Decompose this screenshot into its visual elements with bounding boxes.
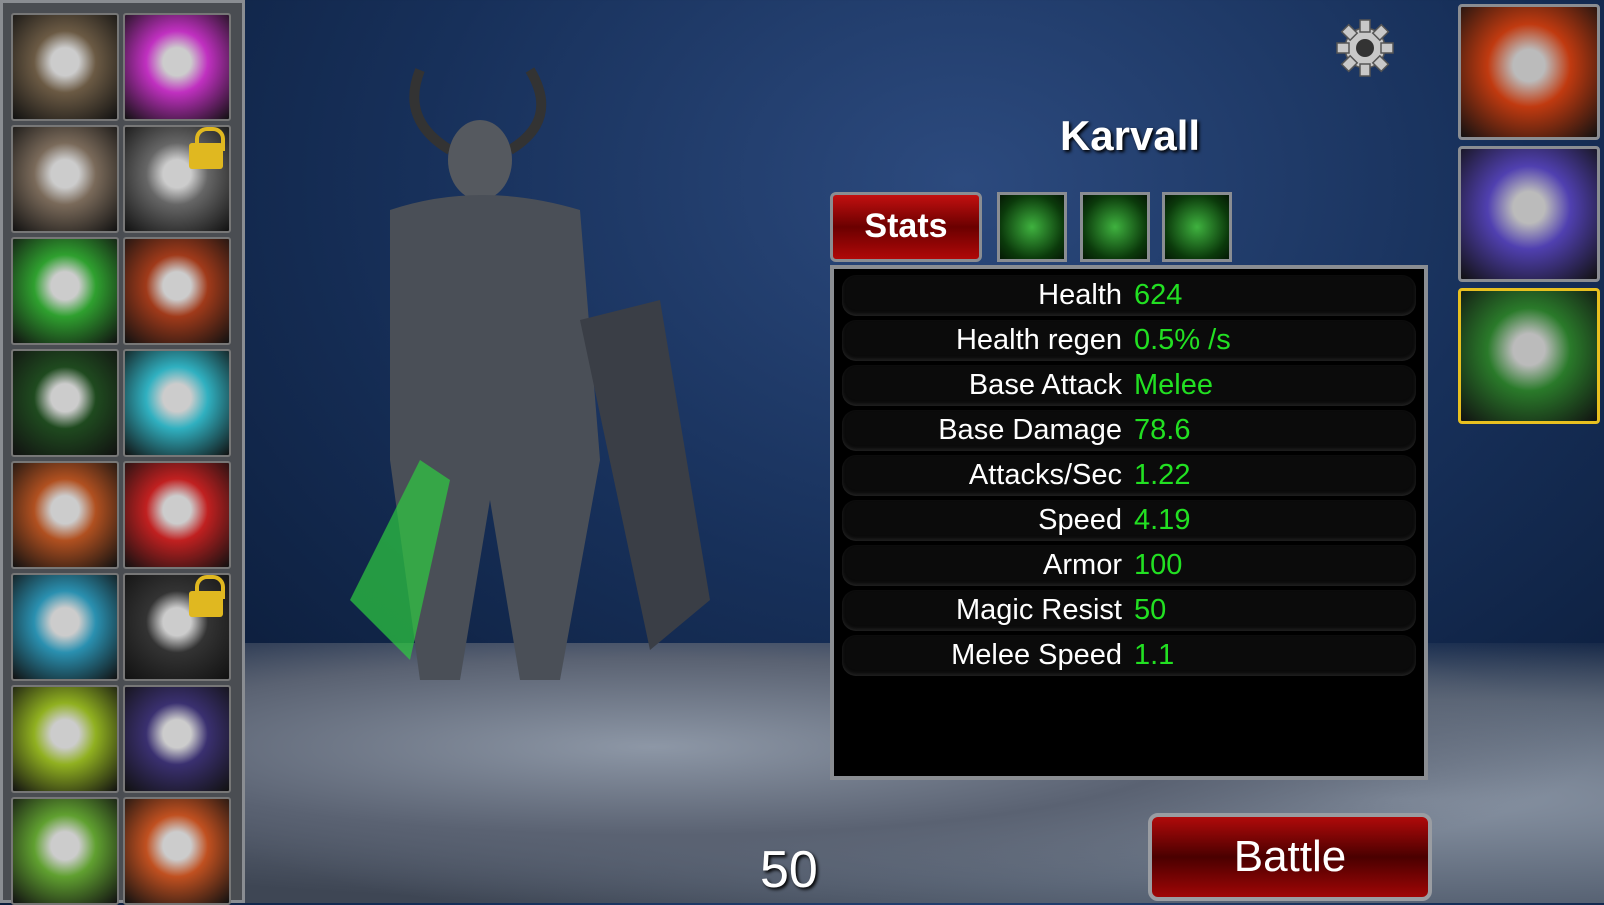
- team-slot[interactable]: [1458, 4, 1600, 140]
- stat-value: 4.19: [1134, 504, 1191, 536]
- hero-portrait[interactable]: [123, 461, 231, 569]
- stat-value: 624: [1134, 279, 1183, 311]
- battle-button[interactable]: Battle: [1148, 813, 1432, 901]
- hero-portrait[interactable]: [11, 573, 119, 681]
- stat-label: Base Attack: [968, 369, 1122, 401]
- hero-portrait[interactable]: [123, 797, 231, 905]
- stat-value: 1.22: [1134, 459, 1191, 491]
- stat-value: Melee: [1134, 369, 1213, 401]
- stat-label: Armor: [1043, 549, 1122, 581]
- hero-portrait[interactable]: [123, 13, 231, 121]
- stat-value: 100: [1134, 549, 1183, 581]
- hero-portrait[interactable]: [11, 237, 119, 345]
- gear-icon[interactable]: [1335, 18, 1395, 78]
- stat-row: Melee Speed 1.1: [842, 635, 1416, 676]
- lock-icon: [189, 575, 225, 617]
- stat-row: Speed 4.19: [842, 500, 1416, 541]
- hero-level: 50: [760, 841, 818, 899]
- hero-portrait[interactable]: [123, 573, 231, 681]
- stat-value: 50: [1134, 594, 1167, 626]
- hero-portrait[interactable]: [11, 13, 119, 121]
- stat-label: Health regen: [955, 324, 1122, 356]
- stat-row: Attacks/Sec 1.22: [842, 455, 1416, 496]
- stat-value: 1.1: [1134, 639, 1175, 671]
- lock-icon: [189, 127, 225, 169]
- team-slot[interactable]: [1458, 288, 1600, 424]
- stat-row: Armor 100: [842, 545, 1416, 586]
- stat-label: Magic Resist: [956, 594, 1122, 626]
- tab-stats[interactable]: Stats: [830, 192, 982, 262]
- tab-ability-1[interactable]: [997, 192, 1067, 262]
- hero-portrait[interactable]: [123, 685, 231, 793]
- hero-portrait[interactable]: [11, 797, 119, 905]
- team-slot[interactable]: [1458, 146, 1600, 282]
- stat-value: 78.6: [1134, 414, 1191, 446]
- stat-label: Base Damage: [938, 414, 1122, 446]
- stat-row: Magic Resist 50: [842, 590, 1416, 631]
- hero-portrait[interactable]: [11, 125, 119, 233]
- stat-value: 0.5% /s: [1134, 324, 1231, 356]
- stat-label: Attacks/Sec: [968, 459, 1122, 491]
- stat-label: Speed: [1038, 504, 1122, 536]
- stat-row: Health 624: [842, 275, 1416, 316]
- hero-portrait[interactable]: [123, 237, 231, 345]
- hero-portrait[interactable]: [123, 349, 231, 457]
- hero-portrait[interactable]: [11, 461, 119, 569]
- hero-roster: [0, 0, 245, 905]
- stat-label: Melee Speed: [951, 639, 1122, 671]
- hero-portrait[interactable]: [11, 349, 119, 457]
- hero-model: [350, 67, 710, 680]
- team-lineup: [1458, 4, 1600, 430]
- stat-label: Health: [1038, 279, 1122, 311]
- hero-portrait[interactable]: [11, 685, 119, 793]
- tab-ability-2[interactable]: [1080, 192, 1150, 262]
- stat-row: Base Damage 78.6: [842, 410, 1416, 451]
- tab-ability-3[interactable]: [1162, 192, 1232, 262]
- stat-row: Health regen 0.5% /s: [842, 320, 1416, 361]
- hero-name: Karvall: [1059, 112, 1201, 159]
- stats-panel: Health 624 Health regen 0.5% /s Base Attack M…: [830, 265, 1428, 780]
- stat-row: Base Attack Melee: [842, 365, 1416, 406]
- hero-portrait[interactable]: [123, 125, 231, 233]
